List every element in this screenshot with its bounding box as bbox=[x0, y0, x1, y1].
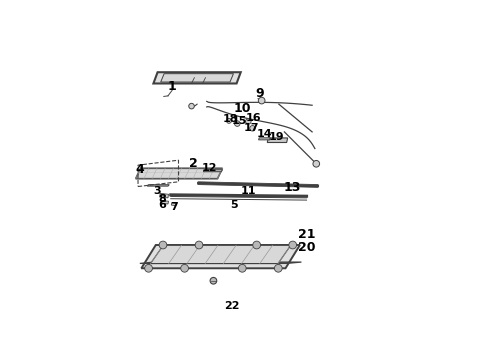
Text: 10: 10 bbox=[234, 102, 251, 115]
Polygon shape bbox=[161, 74, 233, 82]
Circle shape bbox=[245, 118, 251, 124]
Text: 7: 7 bbox=[170, 202, 178, 212]
Text: 14: 14 bbox=[257, 129, 272, 139]
Circle shape bbox=[210, 278, 217, 284]
Text: 6: 6 bbox=[158, 201, 166, 210]
Circle shape bbox=[235, 121, 240, 126]
Polygon shape bbox=[172, 203, 176, 206]
Text: 13: 13 bbox=[283, 181, 301, 194]
Text: 15: 15 bbox=[231, 116, 246, 126]
Circle shape bbox=[161, 194, 165, 198]
Circle shape bbox=[145, 264, 152, 272]
Text: 21: 21 bbox=[298, 228, 316, 241]
Text: 2: 2 bbox=[189, 157, 197, 170]
Text: 18: 18 bbox=[222, 114, 238, 123]
Text: 19: 19 bbox=[268, 132, 284, 143]
Polygon shape bbox=[259, 138, 270, 140]
Polygon shape bbox=[153, 72, 241, 84]
Circle shape bbox=[289, 241, 296, 249]
Circle shape bbox=[253, 241, 261, 249]
Text: 20: 20 bbox=[298, 241, 316, 254]
Text: 12: 12 bbox=[201, 163, 217, 174]
Polygon shape bbox=[162, 201, 169, 204]
Text: 11: 11 bbox=[241, 186, 256, 196]
Polygon shape bbox=[136, 168, 222, 179]
Polygon shape bbox=[140, 262, 301, 264]
Circle shape bbox=[313, 161, 319, 167]
Polygon shape bbox=[141, 245, 300, 268]
Text: 9: 9 bbox=[255, 87, 264, 100]
Circle shape bbox=[274, 264, 282, 272]
Polygon shape bbox=[150, 245, 291, 264]
Text: 22: 22 bbox=[224, 301, 240, 311]
Text: 17: 17 bbox=[244, 123, 259, 133]
Text: 1: 1 bbox=[168, 80, 176, 93]
Circle shape bbox=[250, 126, 255, 131]
Text: 8: 8 bbox=[158, 194, 166, 204]
Text: 5: 5 bbox=[231, 199, 238, 210]
Circle shape bbox=[159, 241, 167, 249]
Circle shape bbox=[189, 103, 195, 109]
Polygon shape bbox=[267, 138, 288, 143]
Circle shape bbox=[195, 241, 203, 249]
Polygon shape bbox=[203, 170, 222, 172]
Text: 16: 16 bbox=[246, 113, 262, 123]
Circle shape bbox=[226, 118, 231, 123]
Circle shape bbox=[258, 97, 265, 104]
Circle shape bbox=[181, 264, 189, 272]
Text: 4: 4 bbox=[136, 163, 145, 176]
Circle shape bbox=[238, 264, 246, 272]
Text: 3: 3 bbox=[153, 186, 161, 196]
Polygon shape bbox=[160, 193, 169, 198]
Polygon shape bbox=[147, 185, 169, 186]
